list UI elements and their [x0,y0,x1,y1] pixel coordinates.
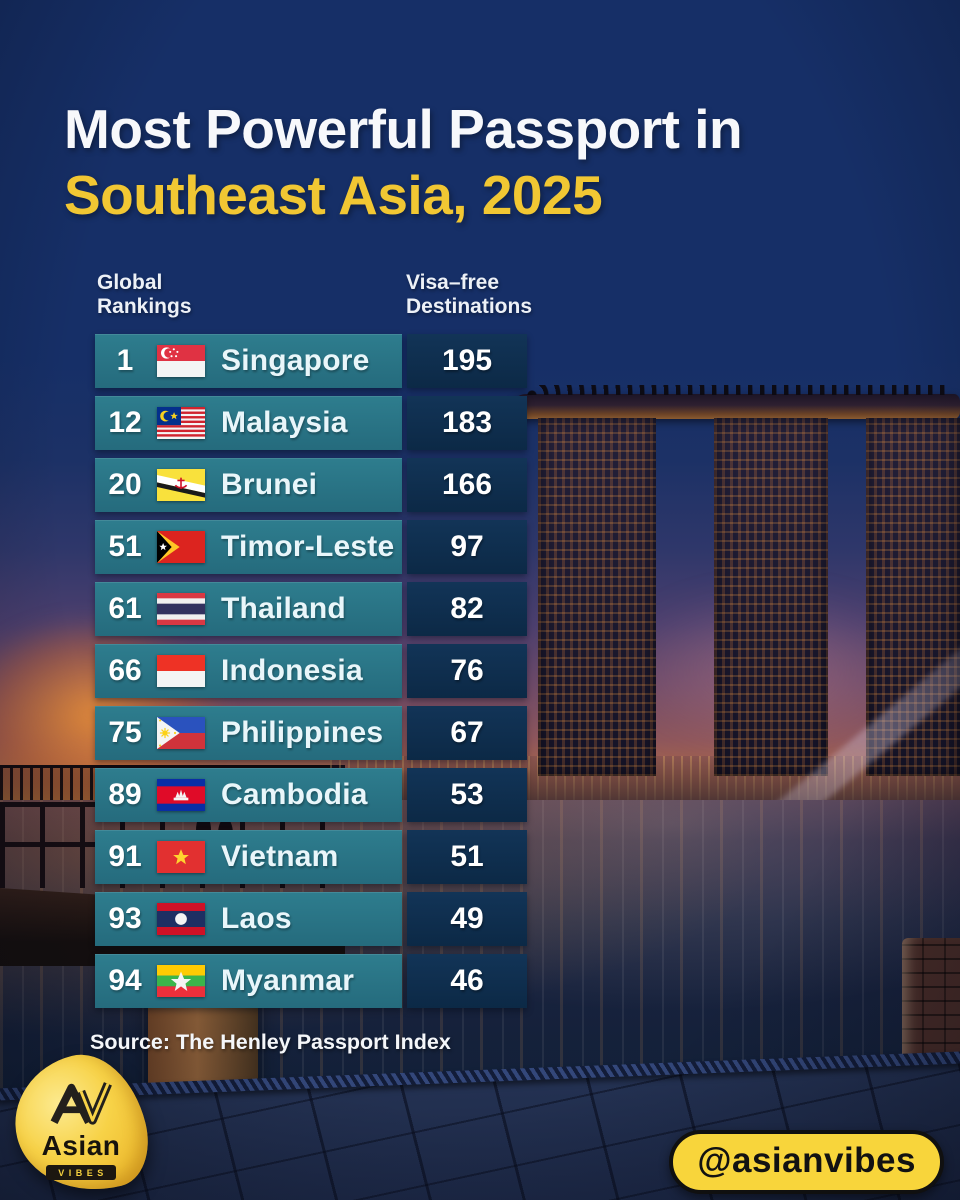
visa-free-value: 195 [441,344,493,377]
table-row: 94 Myanmar 46 [95,954,527,1008]
visa-free-value: 53 [450,778,484,811]
page-title: Most Powerful Passport in Southeast Asia… [64,96,743,228]
visa-free-value: 183 [441,406,493,439]
country-cell: 94 Myanmar [95,954,402,1008]
rank-value: 1 [116,344,134,377]
myanmar-flag-icon [157,965,205,997]
rank-value: 61 [108,592,142,625]
rank-value: 94 [108,964,142,997]
rank-value: 91 [108,840,142,873]
laos-flag-icon [157,903,205,935]
country-cell: 93 Laos [95,892,402,946]
country-name: Timor-Leste [221,530,395,563]
country-cell: 89 Cambodia [95,768,402,822]
column-header-global-rankings: Global Rankings [97,271,192,318]
country-name: Thailand [221,592,346,625]
source-credit: Source: The Henley Passport Index [90,1030,451,1054]
logo-brand-text: Asian [41,1130,121,1161]
av-monogram-icon [44,1078,118,1133]
table-row: 12 Malaysia 183 [95,396,527,450]
visa-free-value: 82 [450,592,484,625]
column-header-visa-free: Visa–free Destinations [406,271,533,318]
singapore-flag-icon [157,345,205,377]
country-name: Brunei [221,468,318,501]
table-row: 66 Indonesia 76 [95,644,527,698]
table-row: 75 Philippines 67 [95,706,527,760]
vietnam-flag-icon [157,841,205,873]
country-cell: 12 Malaysia [95,396,402,450]
country-name: Vietnam [221,840,339,873]
social-handle-badge: @asianvibes [669,1130,944,1194]
visa-free-cell: 195 [407,334,527,388]
visa-free-cell: 51 [407,830,527,884]
table-row: 61 Thailand 82 [95,582,527,636]
country-name: Philippines [221,716,384,749]
malaysia-flag-icon [157,407,205,439]
visa-free-cell: 67 [407,706,527,760]
visa-free-cell: 76 [407,644,527,698]
asian-vibes-logo: Asian VIBES [1,1042,159,1200]
brunei-flag-icon [157,469,205,501]
visa-free-value: 46 [450,964,484,997]
cambodia-flag-icon [157,779,205,811]
rank-value: 20 [108,468,142,501]
rank-value: 66 [108,654,142,687]
visa-free-value: 51 [450,840,484,873]
country-cell: 61 Thailand [95,582,402,636]
visa-free-value: 67 [450,716,484,749]
table-row: 91 Vietnam 51 [95,830,527,884]
table-row: 89 Cambodia 53 [95,768,527,822]
country-cell: 51 Timor-Leste [95,520,402,574]
philippines-flag-icon [157,717,205,749]
visa-free-cell: 49 [407,892,527,946]
rank-value: 93 [108,902,142,935]
country-name: Malaysia [221,406,348,439]
visa-free-cell: 97 [407,520,527,574]
visa-free-value: 166 [441,468,493,501]
country-name: Cambodia [221,778,368,811]
visa-free-cell: 46 [407,954,527,1008]
visa-free-value: 76 [450,654,484,687]
visa-free-cell: 183 [407,396,527,450]
country-cell: 20 Brunei [95,458,402,512]
title-line-1: Most Powerful Passport in [64,98,743,160]
visa-free-cell: 53 [407,768,527,822]
country-cell: 91 Vietnam [95,830,402,884]
indonesia-flag-icon [157,655,205,687]
rank-value: 51 [108,530,142,563]
passport-table: 1 Singapore 195 12 [95,334,527,1016]
country-name: Singapore [221,344,370,377]
visa-free-value: 49 [450,902,484,935]
title-line-2: Southeast Asia, 2025 [64,164,603,226]
logo-sub-text: VIBES [46,1165,116,1180]
country-cell: 66 Indonesia [95,644,402,698]
country-cell: 75 Philippines [95,706,402,760]
rank-value: 12 [108,406,142,439]
table-row: 20 Brunei 166 [95,458,527,512]
country-name: Laos [221,902,292,935]
country-name: Myanmar [221,964,355,997]
thailand-flag-icon [157,593,205,625]
timor-leste-flag-icon [157,531,205,563]
visa-free-cell: 82 [407,582,527,636]
rank-value: 89 [108,778,142,811]
visa-free-value: 97 [450,530,484,563]
table-row: 1 Singapore 195 [95,334,527,388]
rank-value: 75 [108,716,142,749]
table-row: 51 Timor-Leste 97 [95,520,527,574]
visa-free-cell: 166 [407,458,527,512]
country-name: Indonesia [221,654,363,687]
country-cell: 1 Singapore [95,334,402,388]
table-row: 93 Laos 49 [95,892,527,946]
